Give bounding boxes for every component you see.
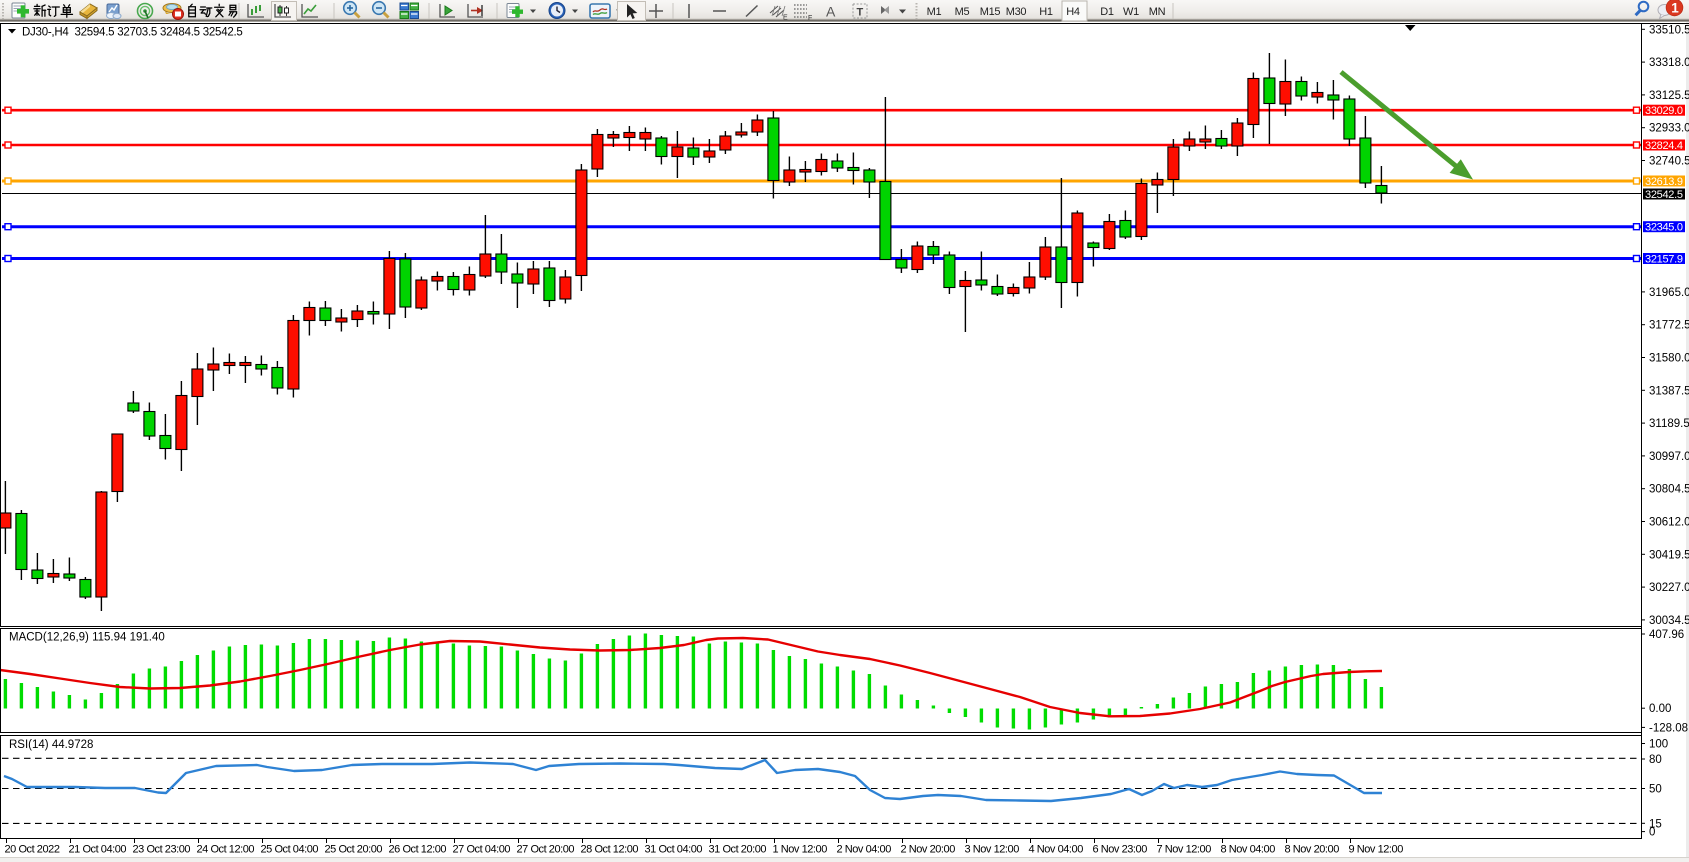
svg-text:30612.0: 30612.0 — [1649, 517, 1689, 529]
svg-text:M30: M30 — [1006, 6, 1027, 18]
svg-text:32542.5: 32542.5 — [1645, 189, 1683, 201]
svg-text:D1: D1 — [1100, 6, 1114, 18]
svg-text:4 Nov 04:00: 4 Nov 04:00 — [1029, 844, 1084, 856]
svg-text:31387.5: 31387.5 — [1649, 385, 1689, 397]
svg-text:50: 50 — [1649, 784, 1662, 796]
svg-text:24 Oct 12:00: 24 Oct 12:00 — [197, 844, 255, 856]
svg-text:33510.5: 33510.5 — [1649, 24, 1689, 36]
svg-text:30419.5: 30419.5 — [1649, 549, 1689, 561]
svg-text:9 Nov 12:00: 9 Nov 12:00 — [1349, 844, 1404, 856]
svg-text:F: F — [808, 15, 812, 22]
svg-text:-128.08: -128.08 — [1649, 722, 1688, 734]
svg-text:1 Nov 12:00: 1 Nov 12:00 — [773, 844, 828, 856]
svg-text:8 Nov 04:00: 8 Nov 04:00 — [1221, 844, 1276, 856]
svg-text:31580.0: 31580.0 — [1649, 353, 1689, 365]
svg-text:32933.0: 32933.0 — [1649, 123, 1689, 135]
svg-text:31965.0: 31965.0 — [1649, 287, 1689, 299]
svg-text:2 Nov 20:00: 2 Nov 20:00 — [901, 844, 956, 856]
svg-text:32157.9: 32157.9 — [1645, 254, 1683, 266]
svg-text:80: 80 — [1649, 754, 1662, 766]
svg-text:31772.5: 31772.5 — [1649, 320, 1689, 332]
svg-text:MACD(12,26,9) 115.94 191.40: MACD(12,26,9) 115.94 191.40 — [9, 632, 165, 644]
svg-text:25 Oct 04:00: 25 Oct 04:00 — [261, 844, 319, 856]
svg-text:30227.0: 30227.0 — [1649, 582, 1689, 594]
svg-text:T: T — [857, 7, 864, 19]
svg-text:33029.0: 33029.0 — [1645, 105, 1683, 117]
svg-text:3 Nov 12:00: 3 Nov 12:00 — [965, 844, 1020, 856]
svg-text:27 Oct 20:00: 27 Oct 20:00 — [517, 844, 575, 856]
svg-text:33125.5: 33125.5 — [1649, 90, 1689, 102]
svg-text:21 Oct 04:00: 21 Oct 04:00 — [69, 844, 127, 856]
svg-text:25 Oct 20:00: 25 Oct 20:00 — [325, 844, 383, 856]
svg-text:30804.5: 30804.5 — [1649, 484, 1689, 496]
svg-text:15: 15 — [1649, 818, 1662, 830]
svg-text:M1: M1 — [927, 6, 942, 18]
svg-text:7 Nov 12:00: 7 Nov 12:00 — [1157, 844, 1212, 856]
svg-text:23 Oct 23:00: 23 Oct 23:00 — [133, 844, 191, 856]
svg-text:32824.4: 32824.4 — [1645, 140, 1683, 152]
svg-text:H1: H1 — [1039, 6, 1053, 18]
svg-text:2 Nov 04:00: 2 Nov 04:00 — [837, 844, 892, 856]
svg-text:100: 100 — [1649, 739, 1668, 751]
svg-text:26 Oct 12:00: 26 Oct 12:00 — [389, 844, 447, 856]
svg-text:M5: M5 — [955, 6, 970, 18]
svg-text:H4: H4 — [1066, 6, 1080, 18]
svg-text:31189.5: 31189.5 — [1649, 418, 1689, 430]
svg-text:8 Nov 20:00: 8 Nov 20:00 — [1285, 844, 1340, 856]
svg-text:407.96: 407.96 — [1649, 629, 1684, 641]
svg-text:31 Oct 20:00: 31 Oct 20:00 — [709, 844, 767, 856]
svg-text:28 Oct 12:00: 28 Oct 12:00 — [581, 844, 639, 856]
svg-text:32740.5: 32740.5 — [1649, 156, 1689, 168]
svg-text:M15: M15 — [980, 6, 1001, 18]
svg-text:30997.0: 30997.0 — [1649, 451, 1689, 463]
svg-text:W1: W1 — [1123, 6, 1139, 18]
svg-text:6 Nov 23:00: 6 Nov 23:00 — [1093, 844, 1148, 856]
svg-text:0: 0 — [1649, 827, 1655, 839]
svg-text:1: 1 — [1671, 0, 1679, 15]
svg-text:RSI(14) 44.9728: RSI(14) 44.9728 — [9, 739, 93, 751]
svg-text:32613.9: 32613.9 — [1645, 176, 1683, 188]
svg-text:30034.5: 30034.5 — [1649, 615, 1689, 627]
svg-text:27 Oct 04:00: 27 Oct 04:00 — [453, 844, 511, 856]
svg-text:33318.0: 33318.0 — [1649, 57, 1689, 69]
svg-text:A: A — [826, 4, 836, 20]
svg-text:MN: MN — [1149, 6, 1166, 18]
svg-text:DJ30-,H4 32594.5 32703.5 3248: DJ30-,H4 32594.5 32703.5 32484.5 32542.5 — [22, 27, 243, 39]
svg-text:E: E — [783, 15, 788, 22]
svg-text:32345.0: 32345.0 — [1645, 222, 1683, 234]
svg-text:31 Oct 04:00: 31 Oct 04:00 — [645, 844, 703, 856]
svg-text:20 Oct 2022: 20 Oct 2022 — [5, 844, 60, 856]
svg-text:0.00: 0.00 — [1649, 703, 1671, 715]
